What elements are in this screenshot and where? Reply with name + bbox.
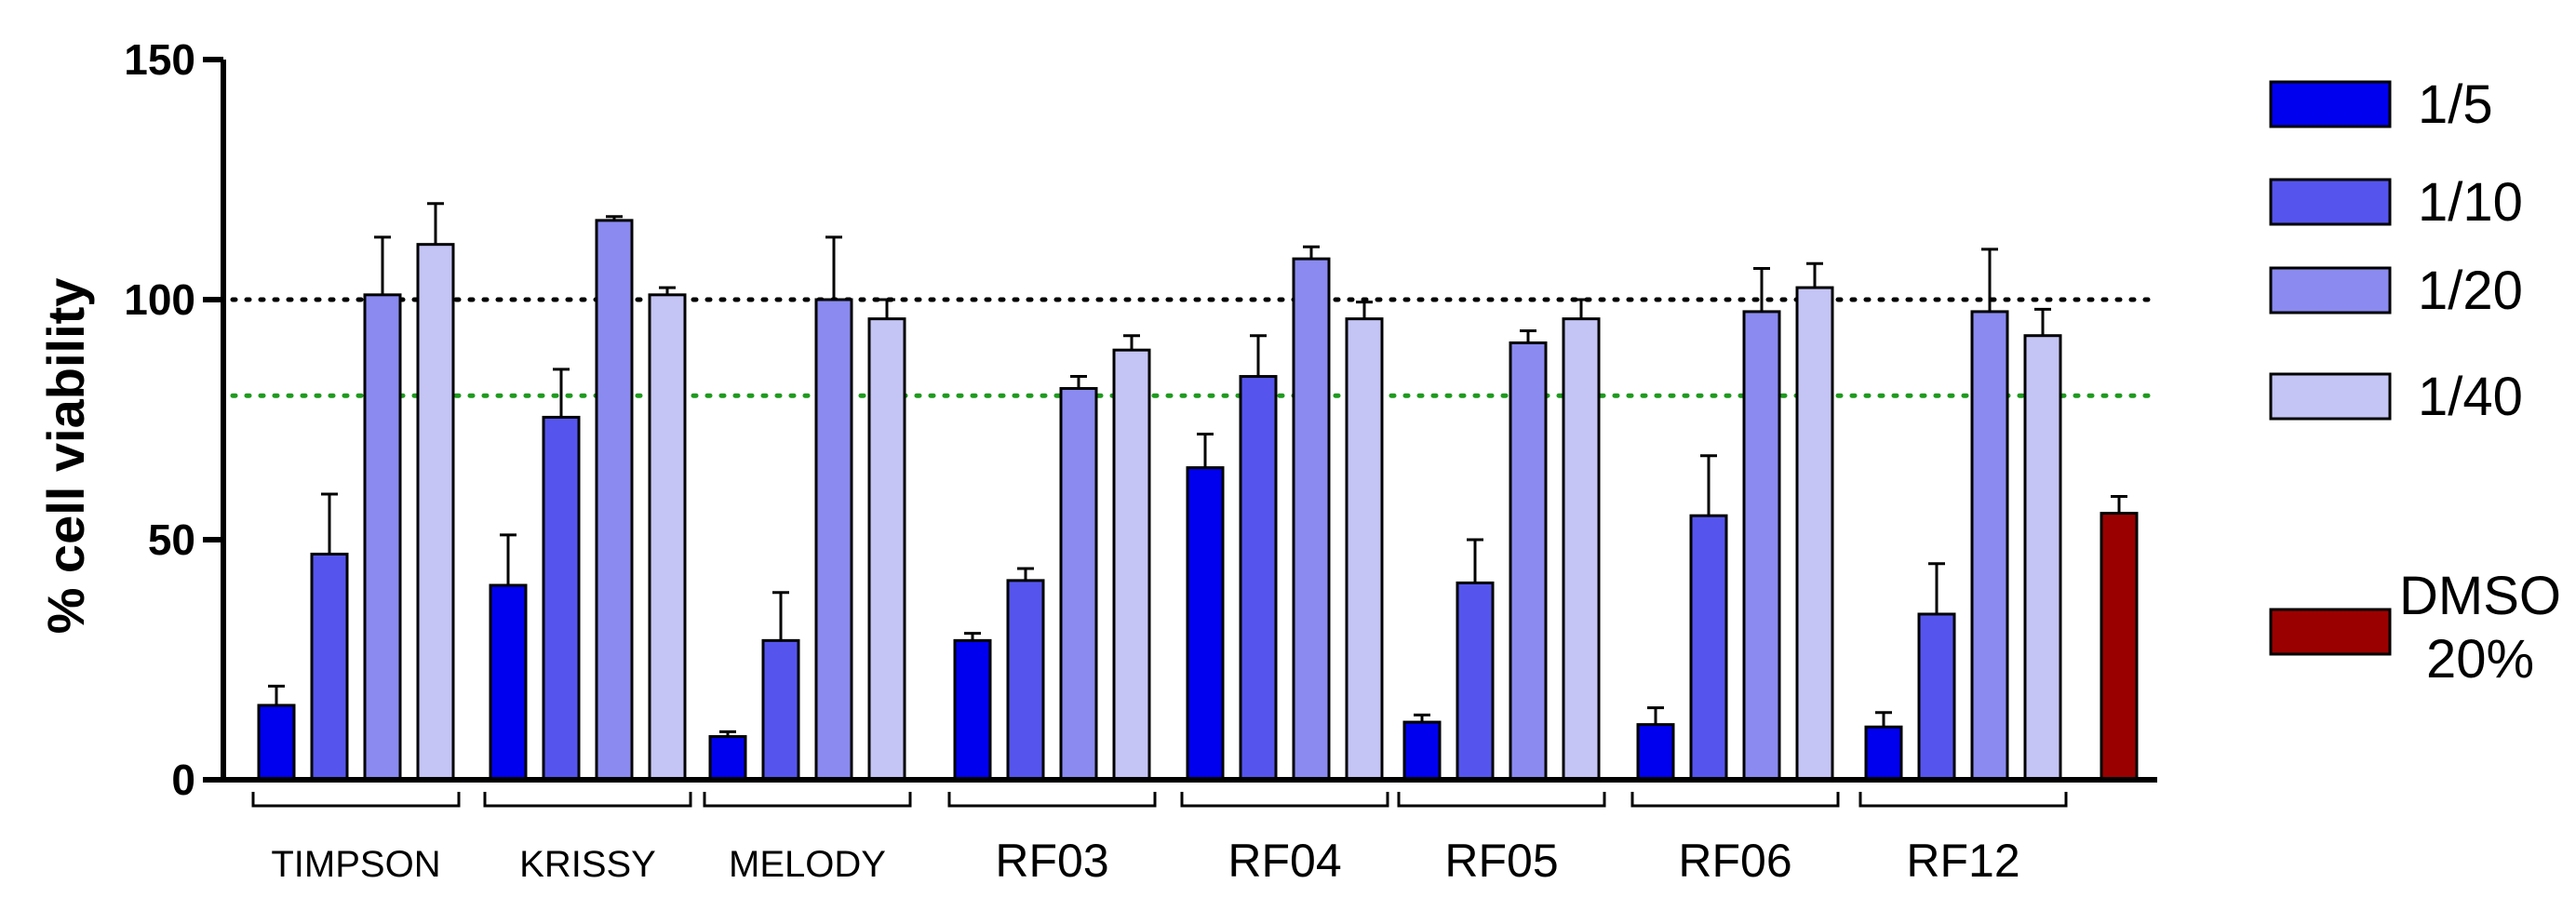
bar-rf12-1-20	[1970, 310, 2009, 782]
bar-krissy-1-10	[542, 415, 581, 782]
bar-rf12-1-40	[2023, 334, 2062, 782]
legend-swatch-1-20	[2269, 266, 2392, 315]
bar-rf05-1-20	[1509, 341, 1548, 782]
group-bracket	[947, 792, 1157, 808]
group-label-timpson: TIMPSON	[271, 844, 440, 885]
bar-rf12-1-5	[1864, 725, 1903, 782]
group-label-melody: MELODY	[729, 844, 886, 885]
bar-timpson-1-20	[363, 293, 402, 782]
reference-lines	[230, 297, 2154, 398]
group-bracket	[1397, 792, 1606, 808]
bars	[257, 202, 2139, 782]
bar-rf03-1-10	[1006, 579, 1045, 782]
bar-melody-1-40	[867, 317, 906, 782]
bar-rf03-1-5	[953, 638, 992, 782]
bar-melody-1-20	[814, 298, 853, 782]
group-label-rf03: RF03	[995, 835, 1108, 887]
bar-rf04-1-10	[1239, 375, 1278, 782]
bar-rf06-1-10	[1689, 514, 1728, 782]
group-bracket	[1858, 792, 2068, 808]
axes: 0 50 100 150	[124, 35, 2157, 804]
bar-melody-1-10	[761, 638, 800, 782]
y-tick-label-50: 50	[148, 515, 195, 564]
legend-label-dmso-line2: 20%	[2426, 629, 2534, 689]
group-label-rf04: RF04	[1228, 835, 1341, 887]
bar-rf05-1-5	[1402, 720, 1442, 782]
bar-krissy-1-20	[595, 219, 634, 782]
group-label-krissy: KRISSY	[519, 844, 656, 885]
group-label-rf06: RF06	[1678, 835, 1791, 887]
bar-timpson-1-5	[257, 703, 296, 782]
group-bracket	[1180, 792, 1389, 808]
group-bracket	[251, 792, 461, 808]
bar-rf06-1-20	[1742, 310, 1781, 782]
y-tick-label-150: 150	[124, 35, 195, 84]
legend-label-1-20: 1/20	[2418, 261, 2523, 321]
bar-rf12-1-10	[1917, 612, 1956, 782]
legend-label-1-10: 1/10	[2418, 172, 2523, 233]
bar-timpson-1-40	[416, 243, 455, 782]
y-tick-label-0: 0	[171, 756, 195, 804]
bar-rf05-1-10	[1456, 581, 1495, 782]
legend-label-1-40: 1/40	[2418, 367, 2523, 427]
legend-label-1-5: 1/5	[2418, 74, 2493, 135]
bar-rf06-1-40	[1795, 286, 1834, 782]
bar-rf06-1-5	[1636, 723, 1675, 782]
group-bracket	[1630, 792, 1840, 808]
group-bracket	[703, 792, 912, 808]
bar-rf04-1-20	[1292, 257, 1331, 782]
group-label-rf05: RF05	[1444, 835, 1558, 887]
bar-timpson-1-10	[310, 552, 349, 782]
bar-rf03-1-20	[1059, 386, 1098, 782]
legend-label-dmso-line1: DMSO	[2399, 566, 2561, 626]
y-axis-title: % cell viability	[36, 278, 95, 635]
y-tick-label-100: 100	[124, 275, 195, 324]
group-label-rf12: RF12	[1906, 835, 2019, 887]
legend-swatch-1-5	[2269, 80, 2392, 128]
group-labels: TIMPSON KRISSY MELODY RF03 RF04 RF05 RF06 RF12	[251, 792, 2068, 887]
legend-swatch-dmso	[2269, 608, 2392, 656]
bar-dmso-20	[2100, 512, 2139, 782]
bar-krissy-1-40	[648, 293, 687, 782]
bar-rf04-1-40	[1345, 317, 1384, 782]
legend-swatch-1-40	[2269, 372, 2392, 421]
bar-rf04-1-5	[1186, 466, 1225, 782]
bar-rf03-1-40	[1112, 348, 1151, 782]
group-bracket	[483, 792, 692, 808]
bar-melody-1-5	[708, 735, 747, 782]
bar-krissy-1-5	[489, 583, 528, 782]
bar-rf05-1-40	[1562, 317, 1601, 782]
legend-swatch-1-10	[2269, 178, 2392, 226]
